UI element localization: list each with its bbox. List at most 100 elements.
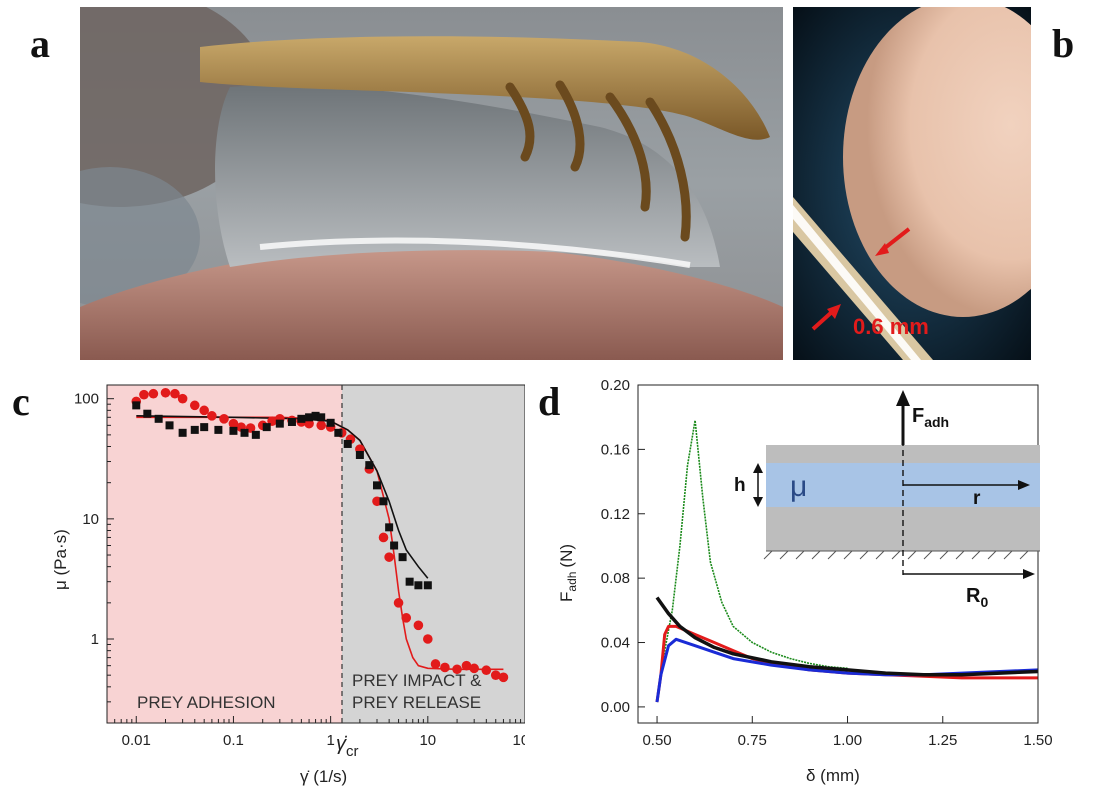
- inset-radius-arrowhead: [1018, 480, 1030, 490]
- data-point-black: [240, 428, 249, 437]
- x-tick-label-c: 100: [512, 732, 525, 749]
- data-point-black: [190, 425, 199, 434]
- data-point-red: [430, 659, 441, 669]
- data-point-black: [143, 409, 152, 418]
- data-point-red: [469, 663, 479, 674]
- x-tick-label-d: 0.50: [642, 732, 671, 749]
- data-point-red: [372, 496, 382, 507]
- photo-a-spider-chelicera: [80, 7, 783, 360]
- region-label-impact-line2: PREY RELEASE: [352, 693, 481, 712]
- y-tick-label-d: 0.00: [601, 699, 630, 716]
- panel-label-c: c: [12, 379, 30, 424]
- x-tick-label-c: 0.01: [122, 732, 151, 749]
- x-tick-label-c: 10: [419, 732, 436, 749]
- inset-height-label: h: [734, 475, 746, 496]
- x-tick-label-d: 1.25: [928, 732, 957, 749]
- data-point-black: [355, 450, 364, 459]
- data-point-black: [297, 414, 306, 423]
- data-point-black: [200, 423, 209, 432]
- data-point-red: [219, 414, 229, 424]
- panel-label-d: d: [538, 379, 561, 424]
- data-point-black: [385, 523, 394, 532]
- plot-frame-d: [637, 384, 1039, 724]
- chart-c-viscosity: PREY ADHESION PREY IMPACT & PREY RELEASE…: [51, 384, 525, 786]
- data-point-black: [398, 553, 407, 562]
- region-label-impact-line1: PREY IMPACT &: [352, 671, 482, 690]
- y-tick-label-c: 100: [74, 391, 99, 408]
- data-point-black: [414, 581, 423, 590]
- data-point-red: [378, 532, 389, 543]
- data-point-black: [326, 418, 335, 427]
- y-tick-label-d: 0.16: [601, 441, 630, 458]
- data-point-black: [317, 413, 326, 422]
- data-point-red: [384, 552, 394, 562]
- data-point-black: [423, 581, 432, 590]
- data-point-red: [490, 670, 501, 680]
- data-point-black: [214, 425, 223, 434]
- data-point-red: [413, 620, 424, 631]
- data-point-black: [262, 423, 271, 432]
- y-tick-label-c: 10: [82, 511, 99, 528]
- data-point-red: [177, 393, 188, 404]
- data-point-red: [316, 420, 327, 431]
- data-point-black: [343, 439, 352, 448]
- force-curve-black: [655, 596, 1039, 677]
- inset-force-label: Fadh: [912, 405, 949, 430]
- critical-shear-label: γ̇cr: [336, 733, 359, 760]
- data-point-red: [170, 388, 180, 399]
- data-point-red: [401, 613, 412, 623]
- scale-bar-label: 0.6 mm: [853, 314, 929, 339]
- data-point-red: [189, 400, 200, 411]
- data-point-black: [132, 401, 141, 410]
- chart-d-ylabel: Fadh(N): [557, 544, 579, 602]
- data-point-red: [139, 389, 149, 400]
- inset-viscosity-label: μ: [790, 470, 807, 503]
- data-point-black: [365, 461, 374, 470]
- data-point-red: [199, 405, 209, 416]
- y-tick-label-d: 0.20: [601, 380, 630, 394]
- data-point-red: [393, 598, 404, 608]
- data-point-black: [311, 411, 320, 420]
- data-point-black: [379, 497, 388, 506]
- chart-c-ylabel: μ (Pa·s): [51, 529, 70, 590]
- chart-d-xlabel: δ (mm): [806, 766, 860, 785]
- region-prey-adhesion: [107, 385, 342, 723]
- x-tick-label-d: 1.00: [833, 732, 862, 749]
- inset-outer-radius-label: R0: [966, 585, 988, 610]
- data-point-black: [178, 428, 187, 437]
- y-tick-label-c: 1: [91, 631, 99, 648]
- force-curve-red: [655, 624, 1038, 703]
- inset-outer-radius-arrowhead: [1023, 569, 1035, 579]
- y-tick-label-d: 0.08: [601, 570, 630, 587]
- inset-radius-label: r: [973, 488, 981, 509]
- data-point-red: [461, 660, 472, 671]
- inset-height-arrowhead-top: [753, 463, 763, 473]
- x-tick-label-d: 0.75: [738, 732, 767, 749]
- data-point-red: [498, 672, 509, 683]
- data-point-black: [165, 421, 174, 430]
- photo-b-glue-droplet: 0.6 mm: [793, 7, 1031, 360]
- inset-height-arrowhead-bottom: [753, 497, 763, 507]
- inset-hatching: [763, 550, 1040, 560]
- panel-label-a: a: [30, 21, 50, 66]
- chart-d-adhesion-force: 0.50 0.75 1.00 1.25 1.50 0.00 0.04 0.08 0.12 0.16…: [557, 380, 1053, 785]
- inset-force-arrowhead: [896, 390, 910, 406]
- region-label-adhesion: PREY ADHESION: [137, 693, 276, 712]
- data-point-black: [372, 481, 381, 490]
- data-point-red: [207, 411, 217, 421]
- data-point-red: [440, 662, 450, 673]
- data-point-black: [251, 430, 260, 439]
- data-point-black: [229, 426, 238, 435]
- chart-c-xlabel: γ̇ (1/s): [300, 767, 347, 786]
- data-point-black: [154, 414, 163, 423]
- data-point-black: [405, 577, 414, 586]
- data-point-red: [452, 664, 462, 675]
- data-point-red: [423, 634, 433, 644]
- data-point-red: [481, 665, 492, 676]
- data-point-black: [334, 428, 343, 437]
- panel-label-b: b: [1052, 21, 1075, 66]
- y-tick-label-d: 0.04: [601, 635, 630, 652]
- x-tick-label-c: 1: [326, 732, 334, 749]
- data-point-red: [228, 418, 239, 429]
- data-point-black: [287, 417, 296, 426]
